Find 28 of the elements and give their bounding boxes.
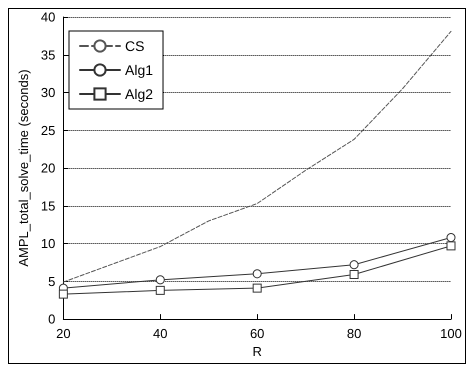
x-tick-label: 60 [250, 326, 264, 342]
point [252, 269, 262, 278]
y-tick-label: 5 [48, 274, 56, 289]
y-tick-label: 40 [40, 10, 56, 24]
y-axis-title: AMPL_total_solve_time (seconds) [16, 69, 31, 267]
point [446, 233, 456, 242]
x-axis-title: R [252, 344, 262, 359]
y-tick-label: 25 [40, 122, 56, 138]
y-tick-label: 15 [40, 198, 56, 214]
y-tick-label: 20 [40, 160, 56, 176]
point [156, 275, 165, 284]
y-tick-label: 0 [48, 312, 56, 327]
x-tick-label: 80 [346, 326, 362, 342]
point [350, 260, 359, 270]
line-series [62, 30, 452, 283]
legend-label: CS [125, 38, 144, 54]
point [252, 284, 262, 293]
point [446, 241, 456, 250]
point [58, 290, 68, 299]
y-tick-label: 30 [40, 85, 56, 100]
y-tick-label: 35 [40, 47, 56, 62]
y-tick-label: 10 [40, 236, 56, 252]
x-tick-label: 40 [153, 326, 168, 342]
x-tick-label: 100 [440, 326, 462, 342]
point [350, 270, 359, 280]
legend-label: Alg1 [125, 62, 154, 78]
point [156, 286, 165, 295]
legend-label: Alg2 [125, 86, 154, 102]
